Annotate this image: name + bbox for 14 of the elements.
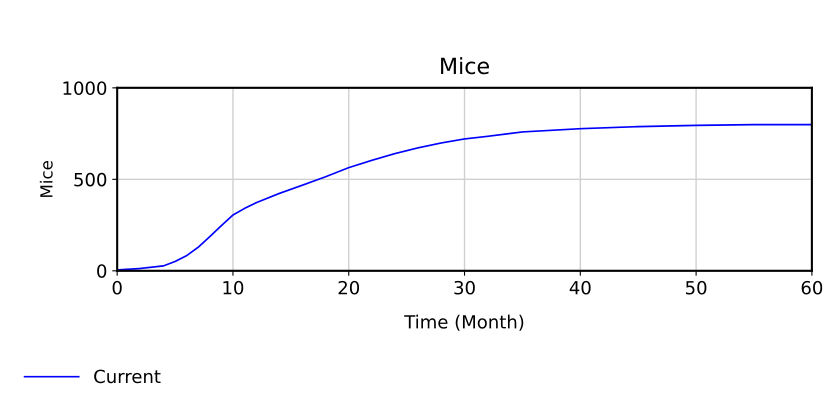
- y-tick-label: 1000: [63, 81, 106, 95]
- chart-title: Mice: [441, 57, 489, 74]
- x-tick-label: 50: [686, 280, 706, 295]
- y-tick-label: 0: [97, 264, 106, 278]
- x-tick-label: 0: [112, 280, 122, 295]
- legend-label: Current: [94, 370, 161, 384]
- y-axis-title: Mice: [40, 161, 53, 197]
- y-tick-label: 500: [74, 172, 106, 186]
- x-tick-label: 60: [802, 280, 822, 295]
- x-tick-label: 10: [223, 280, 244, 295]
- x-tick-label: 20: [338, 280, 360, 295]
- x-tick-label: 30: [454, 280, 475, 295]
- x-tick-label: 40: [570, 280, 591, 295]
- x-axis-title: Time (Month): [404, 314, 524, 331]
